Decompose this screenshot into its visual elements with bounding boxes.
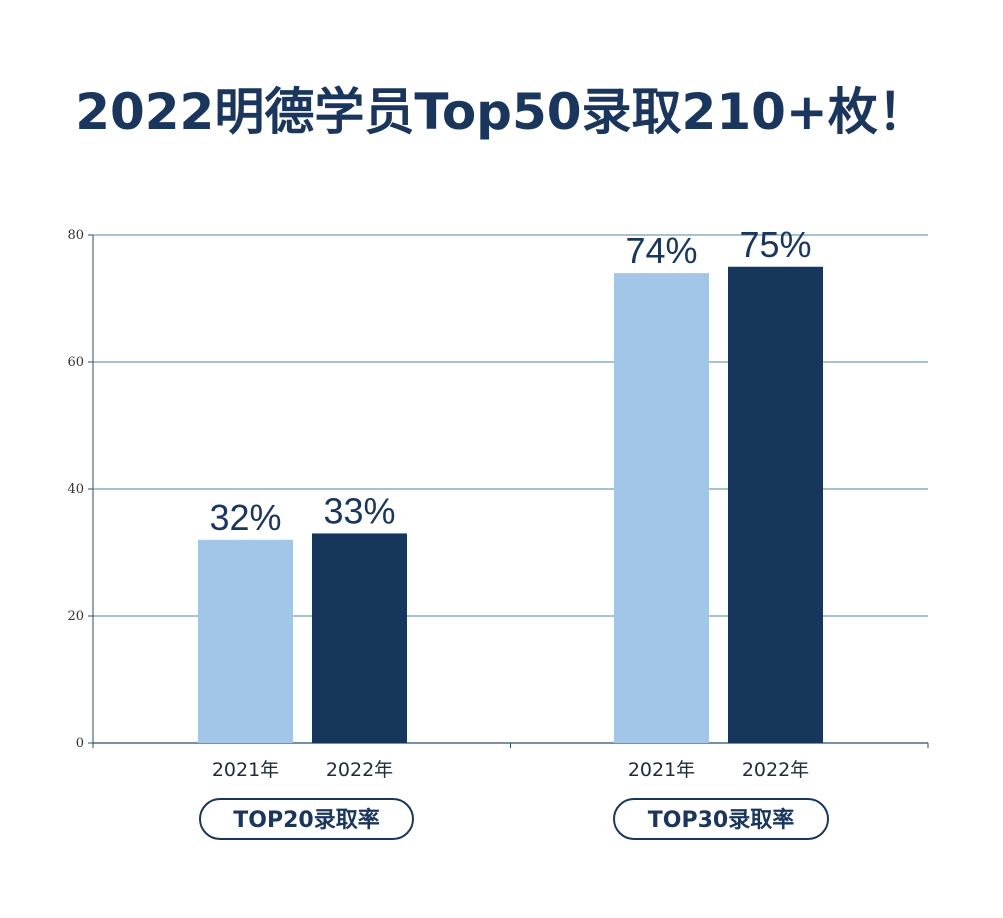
bar <box>312 533 407 743</box>
bar <box>198 539 293 743</box>
x-tick-label: 2022年 <box>742 759 809 781</box>
group-label-top20: TOP20录取率 <box>199 798 414 840</box>
data-label: 75% <box>739 224 811 265</box>
data-label: 32% <box>209 497 281 538</box>
data-label: 74% <box>625 230 697 271</box>
y-tick-label: 0 <box>76 736 84 751</box>
y-tick-label: 60 <box>67 355 84 370</box>
chart-title: 2022明德学员Top50录取210+枚！ <box>75 83 928 141</box>
data-label: 33% <box>323 490 395 531</box>
y-tick-label: 20 <box>67 609 84 624</box>
bar <box>614 273 709 743</box>
group-label-top30: TOP30录取率 <box>613 798 829 840</box>
y-tick-label: 40 <box>67 482 84 497</box>
x-tick-label: 2021年 <box>628 759 695 781</box>
bar <box>728 266 823 743</box>
x-tick-label: 2021年 <box>212 759 279 781</box>
y-tick-label: 80 <box>67 228 84 243</box>
x-tick-label: 2022年 <box>326 759 393 781</box>
